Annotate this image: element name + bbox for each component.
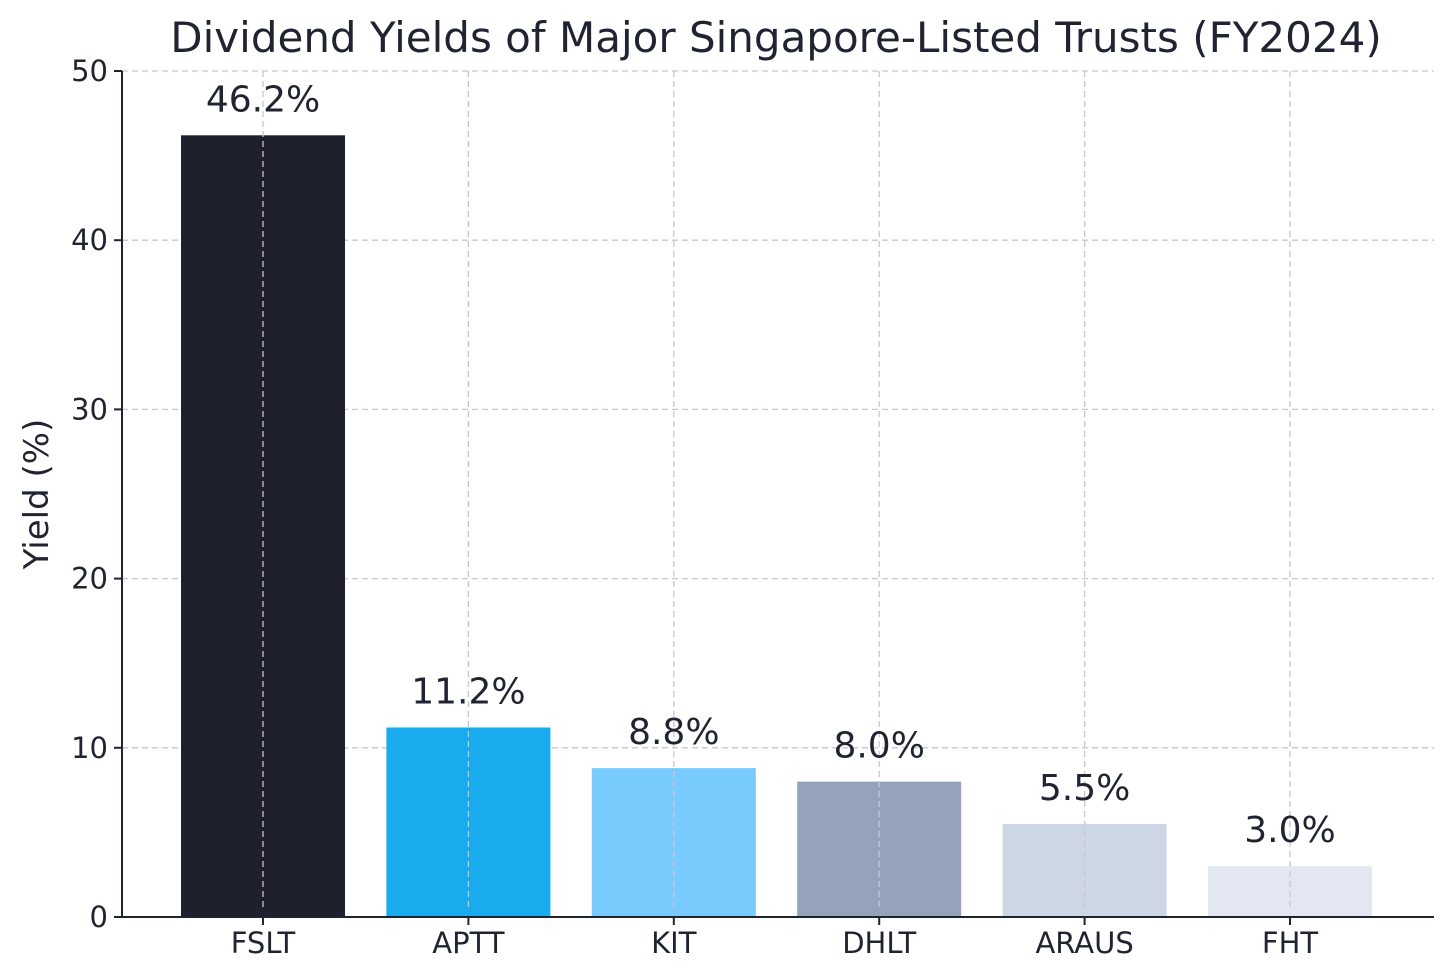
- labels-layer: 0 10 20 30 40 50 FSLT APTT KIT DHLT ARAUS FHT 46.2% 1…: [71, 54, 1336, 960]
- y-tick-label: 30: [71, 392, 108, 426]
- x-tick-label: FHT: [1262, 926, 1318, 960]
- data-label: 8.8%: [628, 712, 719, 753]
- grid-layer: [122, 70, 1434, 749]
- y-axis-label: Yield (%): [17, 419, 57, 571]
- data-label: 11.2%: [411, 671, 525, 712]
- y-tick-label: 40: [71, 223, 108, 257]
- axes-layer: [114, 70, 1434, 925]
- y-tick-label: 0: [90, 900, 108, 934]
- bars-layer: [181, 135, 1372, 917]
- y-tick-label: 50: [71, 54, 108, 88]
- y-tick-label: 20: [71, 562, 108, 596]
- x-tick-label: DHLT: [842, 926, 916, 960]
- data-label: 8.0%: [833, 726, 924, 767]
- x-tick-label: KIT: [651, 926, 697, 960]
- data-label: 3.0%: [1244, 810, 1335, 851]
- x-tick-label: ARAUS: [1035, 926, 1133, 960]
- x-tick-label: FSLT: [231, 926, 296, 960]
- chart-title: Dividend Yields of Major Singapore-Liste…: [170, 13, 1381, 62]
- data-label: 5.5%: [1039, 768, 1130, 809]
- data-label: 46.2%: [206, 79, 320, 120]
- x-tick-label: APTT: [432, 926, 505, 960]
- y-tick-label: 10: [71, 731, 108, 765]
